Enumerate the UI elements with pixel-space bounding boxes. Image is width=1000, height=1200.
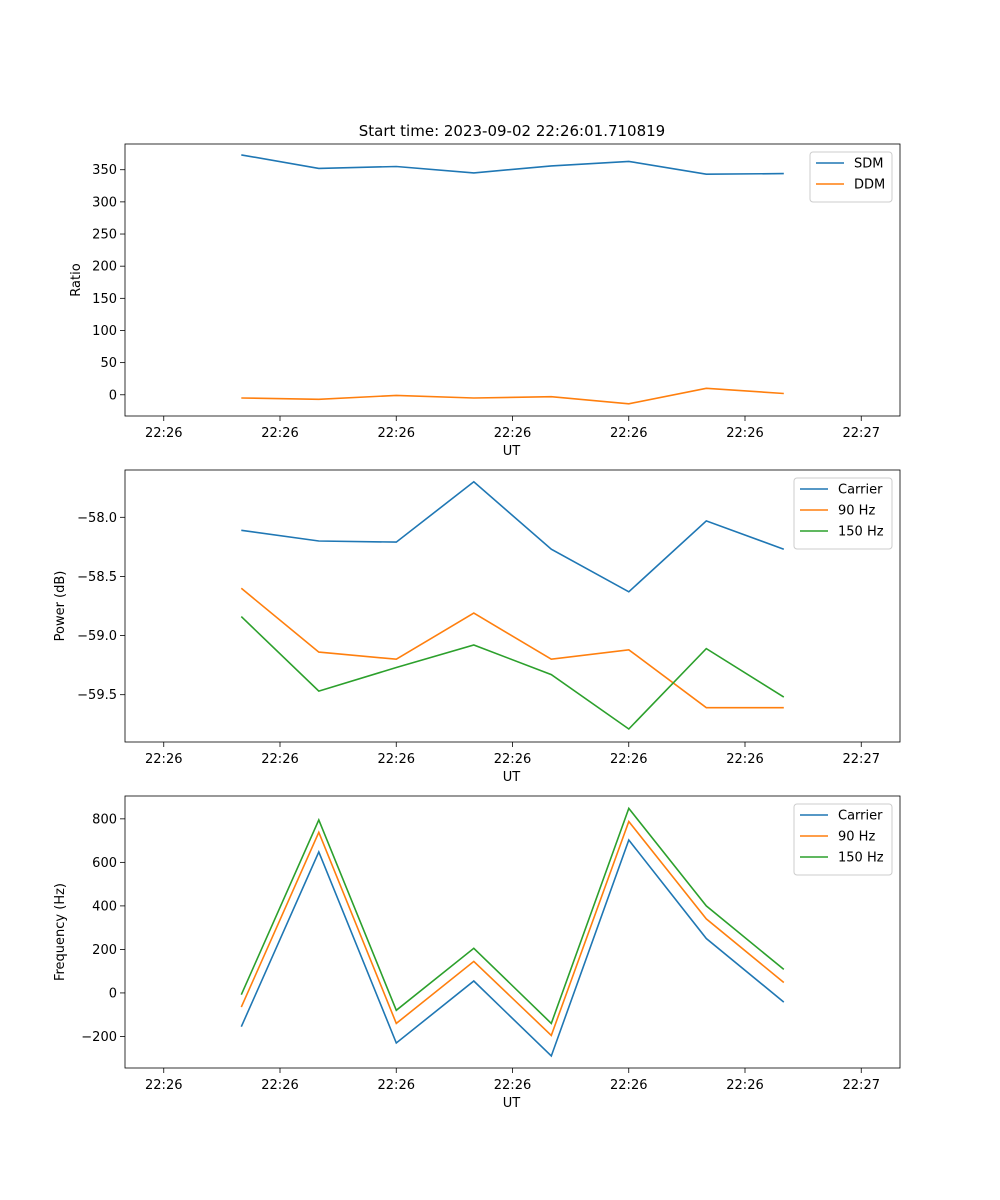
ratio-y-axis-label: Ratio: [69, 263, 84, 296]
ratio-x-tick-label: 22:26: [261, 426, 298, 441]
ratio-legend-label: SDM: [854, 157, 883, 172]
frequency-y-tick-label: −200: [81, 1030, 117, 1045]
power-x-tick-label: 22:26: [610, 752, 647, 767]
power-series-150-hz-line: [240, 616, 785, 731]
ratio-panel: 0 50 100 150 200 250 300 350 22:26 22:26 22:26 22:2…: [69, 143, 901, 459]
ratio-x-tick-label: 22:26: [610, 426, 647, 441]
power-series-carrier-line: [241, 480, 785, 593]
ratio-y-tick-label: 200: [92, 260, 117, 275]
frequency-x-tick-label: 22:27: [843, 1078, 880, 1093]
frequency-legend: Carrier 90 Hz 150 Hz: [793, 803, 893, 876]
power-legend-label: 90 Hz: [838, 504, 875, 519]
frequency-x-tick-label: 22:26: [145, 1078, 182, 1093]
power-legend: Carrier 90 Hz 150 Hz: [793, 477, 893, 550]
ratio-y-tick-label: 150: [92, 292, 117, 307]
power-y-tick-label: −59.5: [77, 688, 117, 703]
frequency-x-tick-label: 22:26: [378, 1078, 415, 1093]
power-y-tick-label: −58.5: [77, 570, 117, 585]
ratio-x-tick-label: 22:26: [145, 426, 182, 441]
ratio-y-tick-label: 250: [92, 228, 117, 243]
power-x-axis-label: UT: [503, 770, 521, 785]
frequency-legend-label: Carrier: [838, 809, 883, 824]
power-series-90-hz-line: [240, 587, 784, 709]
frequency-series-150-hz-line: [240, 806, 785, 1025]
frequency-series-90-hz-line: [240, 819, 785, 1037]
power-y-tick-label: −58.0: [77, 511, 117, 526]
ratio-legend-box: [809, 151, 893, 203]
power-legend-label: 150 Hz: [838, 525, 884, 540]
power-x-tick-label: 22:27: [843, 752, 880, 767]
ratio-x-tick-label: 22:26: [726, 426, 763, 441]
frequency-y-tick-label: 400: [92, 899, 117, 914]
ratio-x-tick-label: 22:26: [494, 426, 531, 441]
power-y-tick-label: −59.0: [77, 629, 117, 644]
ratio-legend: SDM DDM: [809, 151, 893, 203]
power-axes-frame: [124, 469, 901, 743]
frequency-axes-frame: [124, 795, 901, 1069]
frequency-legend-label: 90 Hz: [838, 830, 875, 845]
ratio-x-tick-label: 22:27: [843, 426, 880, 441]
ratio-legend-label: DDM: [854, 178, 885, 193]
frequency-x-axis-label: UT: [503, 1096, 521, 1111]
frequency-legend-label: 150 Hz: [838, 851, 884, 866]
power-x-tick-label: 22:26: [378, 752, 415, 767]
ratio-y-tick-label: 350: [92, 163, 117, 178]
ratio-series-ddm-line: [241, 387, 784, 405]
power-x-tick-label: 22:26: [494, 752, 531, 767]
frequency-y-tick-label: 800: [92, 812, 117, 827]
frequency-x-tick-label: 22:26: [494, 1078, 531, 1093]
ratio-axes-frame: [124, 143, 901, 417]
ratio-y-tick-label: 300: [92, 195, 117, 210]
ratio-y-tick-label: 50: [100, 356, 117, 371]
ratio-series-sdm-line: [241, 154, 784, 176]
frequency-panel: −200 0 200 400 600 800 22:26 22:26 22:26 22:26 22:…: [53, 795, 901, 1111]
power-panel: −58.0 −58.5 −59.0 −59.5 22:26 22:26 22:26 22:26…: [53, 469, 901, 785]
power-x-tick-label: 22:26: [261, 752, 298, 767]
frequency-y-tick-label: 200: [92, 943, 117, 958]
ratio-x-tick-label: 22:26: [378, 426, 415, 441]
ratio-y-tick-label: 100: [92, 324, 117, 339]
ratio-y-tick-label: 0: [109, 388, 117, 403]
frequency-x-tick-label: 22:26: [726, 1078, 763, 1093]
frequency-x-tick-label: 22:26: [610, 1078, 647, 1093]
frequency-y-tick-label: 0: [109, 986, 117, 1001]
frequency-x-tick-label: 22:26: [261, 1078, 298, 1093]
ratio-x-axis-label: UT: [503, 444, 521, 459]
power-x-tick-label: 22:26: [145, 752, 182, 767]
frequency-y-axis-label: Frequency (Hz): [53, 883, 68, 981]
frequency-y-tick-label: 600: [92, 856, 117, 871]
power-legend-label: Carrier: [838, 483, 883, 498]
figure-title: Start time: 2023-09-02 22:26:01.710819: [359, 122, 665, 140]
power-y-axis-label: Power (dB): [53, 571, 68, 642]
power-x-tick-label: 22:26: [726, 752, 763, 767]
frequency-series-carrier-line: [240, 838, 785, 1058]
